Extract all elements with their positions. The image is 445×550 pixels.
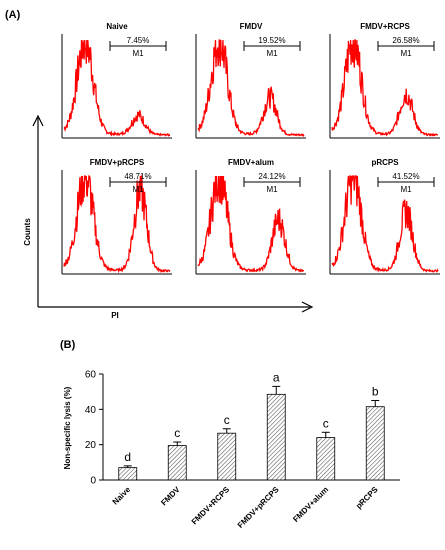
gate-percent: 26.58% [392,36,419,45]
category-label: FMDV+pRCPS [236,485,281,530]
gate-label: M1 [132,185,144,194]
histogram-panel: Naive 7.45% M1 [61,22,172,139]
histogram-panel: pRCPS 41.52% M1 [329,158,440,275]
category-label: pRCPS [354,485,380,511]
gate-label: M1 [400,49,412,58]
histogram-trace [197,39,305,137]
pi-axis-label: PI [111,311,119,320]
histogram-trace [63,175,171,274]
histogram-panel: FMDV+RCPS 26.58% M1 [329,22,440,139]
category-label: Naive [111,485,133,507]
gate-label: M1 [400,185,412,194]
bar [365,406,385,481]
significance-letter: c [224,413,230,427]
histogram-grid: Naive 7.45% M1 FMDV 19.52% M1 FMDV+RCPS 26.58% M… [61,22,440,275]
histogram-title: FMDV+alum [228,158,274,167]
histogram-trace [331,39,439,137]
significance-letter: b [372,385,379,399]
gate-percent: 24.12% [258,172,285,181]
significance-letter: a [273,370,280,384]
histogram-title: pRCPS [371,158,399,167]
gate-label: M1 [266,49,278,58]
category-label: FMDV+RCPS [190,485,232,527]
histogram-title: FMDV [240,22,263,31]
gate-label: M1 [132,49,144,58]
counts-axis-label: Counts [23,218,32,246]
category-label: FMDV [159,485,182,508]
histogram-trace [197,175,305,273]
gate-percent: 7.45% [127,36,150,45]
y-tick-label: 60 [85,370,97,381]
significance-letter: c [323,416,329,430]
histogram-trace [331,175,439,273]
gate-percent: 41.52% [392,172,419,181]
panel-b-label: (B) [60,339,76,351]
histogram-title: Naive [106,22,128,31]
histogram-trace [63,39,171,137]
bar [217,432,237,481]
bar [167,445,187,481]
y-tick-label: 20 [85,440,97,451]
panel-a-axes [32,114,314,313]
gate-percent: 19.52% [258,36,285,45]
bar [118,467,138,481]
y-tick-label: 0 [90,476,96,487]
histogram-panel: FMDV 19.52% M1 [195,22,306,139]
significance-letter: c [174,426,180,440]
bar [266,393,286,481]
gate-percent: 48.71% [124,172,151,181]
bar-y-axis-label: Non-specific lysis (%) [63,386,72,469]
significance-letter: d [124,450,131,464]
bar [316,437,336,481]
panel-a-label: (A) [5,9,21,21]
histogram-title: FMDV+RCPS [360,22,410,31]
bar-chart: 0 20 40 60 d Naive c FMDV c FMDV+RCPS a FMDV+pRCPS c… [85,370,400,530]
gate-label: M1 [266,185,278,194]
y-tick-label: 40 [85,405,97,416]
histogram-title: FMDV+pRCPS [90,158,145,167]
histogram-panel: FMDV+alum 24.12% M1 [195,158,306,275]
histogram-panel: FMDV+pRCPS 48.71% M1 [61,158,172,275]
category-label: FMDV+alum [291,485,330,524]
